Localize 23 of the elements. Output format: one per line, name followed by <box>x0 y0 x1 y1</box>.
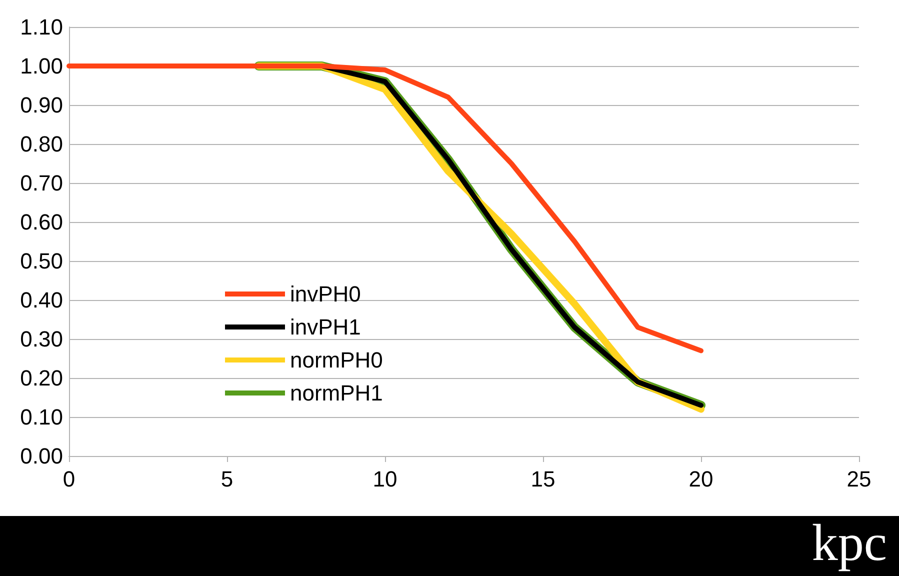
y-tick-label: 0.00 <box>20 444 63 468</box>
legend-label: normPH1 <box>290 380 383 406</box>
legend-label: invPH0 <box>290 282 361 306</box>
y-tick-label: 0.70 <box>20 170 63 196</box>
y-tick-label: 0.40 <box>20 288 63 312</box>
y-tick-label: 1.10 <box>20 14 63 40</box>
x-tick-label: 25 <box>846 466 872 492</box>
y-tick-label: 0.30 <box>20 326 63 352</box>
x-tick-label: 5 <box>220 466 234 492</box>
x-axis-title: kpc <box>812 514 887 574</box>
x-tick-label: 20 <box>688 466 714 492</box>
x-tick-label: 15 <box>530 466 556 492</box>
y-tick-label: 0.60 <box>20 210 63 234</box>
y-tick-label: 1.00 <box>20 54 63 78</box>
x-tick-label: 0 <box>62 466 76 492</box>
y-tick-label: 0.90 <box>20 92 63 118</box>
y-tick-label: 0.10 <box>20 404 63 430</box>
y-tick-label: 0.80 <box>20 132 63 156</box>
x-tick-label: 10 <box>372 466 398 492</box>
y-tick-label: 0.50 <box>20 248 63 274</box>
legend-label: normPH0 <box>290 348 383 372</box>
legend-label: invPH1 <box>290 314 361 340</box>
y-tick-label: 0.20 <box>20 366 63 390</box>
